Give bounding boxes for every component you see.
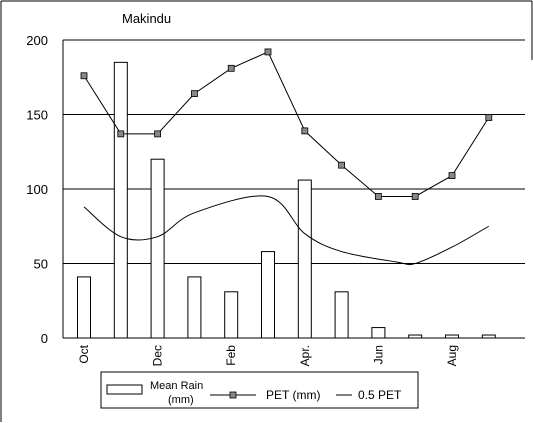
legend: Mean Rain (mm) PET (mm) 0.5 PET <box>100 371 419 409</box>
pet-marker-Jul <box>411 193 419 200</box>
pet-marker-May <box>338 161 346 169</box>
rain-bar-Jul <box>408 334 423 339</box>
pet-marker-Aug <box>448 172 456 179</box>
x-tick-label-Oct: Oct <box>77 344 91 363</box>
y-axis-ticks: 0 50 100 150 200 <box>26 33 48 346</box>
pet-marker-Dec <box>154 130 162 138</box>
y-tick-label-50: 50 <box>34 257 48 272</box>
rain-bar-Feb <box>224 291 239 339</box>
pet-series <box>80 48 493 200</box>
x-tick-label-Feb: Feb <box>224 345 238 366</box>
legend-pet-marker <box>229 391 237 399</box>
rain-bar-Sep <box>481 334 496 339</box>
rain-bar-Oct <box>77 276 91 339</box>
pet-marker-Apr. <box>301 127 309 135</box>
chart-title: Makindu <box>122 11 171 26</box>
pet-marker-Jun <box>374 193 382 200</box>
legend-rain-label-1: Mean Rain <box>150 380 203 392</box>
pet-line <box>83 51 490 197</box>
rain-bar-Jan <box>187 276 202 339</box>
y-tick-label-150: 150 <box>26 108 48 123</box>
rain-bars <box>77 61 496 339</box>
y-tick-label-0: 0 <box>41 331 48 346</box>
pet-marker-Jan <box>190 90 198 98</box>
pet-marker-Nov <box>117 130 125 138</box>
legend-rain-label-2: (mm) <box>168 394 194 406</box>
x-tick-label-Jun: Jun <box>371 345 385 364</box>
y-tick-label-200: 200 <box>26 33 48 48</box>
x-tick-label-Apr: Apr. <box>298 345 312 366</box>
legend-box <box>100 371 419 409</box>
pet-marker-Mar <box>264 48 272 56</box>
x-tick-label-Aug: Aug <box>445 345 459 366</box>
y-tick-label-100: 100 <box>26 182 48 197</box>
x-axis-ticks: Oct Dec Feb Apr. Jun Aug <box>77 344 459 366</box>
pet-marker-Sep <box>485 114 493 121</box>
legend-half-pet-label: 0.5 PET <box>358 388 402 402</box>
pet-marker-Oct <box>80 72 88 80</box>
half-pet-series <box>83 195 490 266</box>
rain-bar-Dec <box>150 158 165 339</box>
rain-bar-Nov <box>113 61 128 339</box>
x-tick-label-Dec: Dec <box>151 345 165 366</box>
legend-rain-swatch <box>106 384 143 395</box>
pet-marker-Feb <box>227 64 235 72</box>
half-pet-line <box>83 195 490 266</box>
rain-bar-Aug <box>445 334 459 339</box>
gridlines <box>63 39 525 264</box>
rain-bar-Apr. <box>297 179 312 339</box>
rain-bar-Mar <box>261 251 275 339</box>
legend-pet-label: PET (mm) <box>266 388 320 402</box>
rain-bar-May <box>334 291 349 339</box>
rain-bar-Jun <box>371 327 386 339</box>
